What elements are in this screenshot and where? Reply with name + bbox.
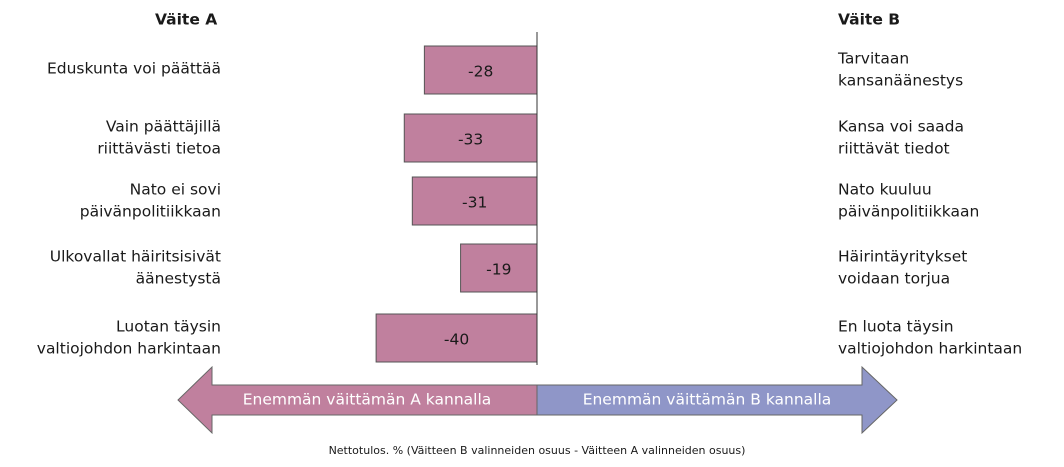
value-label: -19 <box>486 261 511 279</box>
right-header: Väite B <box>838 11 900 29</box>
right-label: valtiojohdon harkintaan <box>838 340 1022 358</box>
right-label: Nato kuuluu <box>838 181 932 199</box>
right-label: Häirintäyritykset <box>838 248 967 266</box>
bar <box>403 113 538 163</box>
left-label: Ulkovallat häiritsisivät <box>50 248 221 266</box>
value-label: -33 <box>458 131 483 149</box>
bar <box>375 313 538 363</box>
bar <box>423 45 538 95</box>
arrow-label: Enemmän väittämän B kannalla <box>583 391 832 409</box>
right-label: En luota täysin <box>838 318 954 336</box>
right-label: Kansa voi saada <box>838 118 964 136</box>
arrow-right <box>536 365 898 435</box>
right-label: kansanäänestys <box>838 72 963 90</box>
right-label: riittävät tiedot <box>838 140 950 158</box>
value-label: -31 <box>462 194 487 212</box>
right-label: voidaan torjua <box>838 270 950 288</box>
value-label: -28 <box>468 63 493 81</box>
left-label: valtiojohdon harkintaan <box>37 340 221 358</box>
left-label: Nato ei sovi <box>130 181 221 199</box>
left-label: Vain päättäjillä <box>106 118 221 136</box>
left-label: päivänpolitiikkaan <box>80 203 221 221</box>
bar <box>460 243 538 293</box>
left-label: Luotan täysin <box>116 318 221 336</box>
footnote: Nettotulos. % (Väitteen B valinneiden os… <box>329 444 746 457</box>
arrow-left <box>177 365 538 435</box>
value-label: -40 <box>444 331 469 349</box>
right-label: päivänpolitiikkaan <box>838 203 979 221</box>
bar <box>411 176 538 226</box>
left-label: Eduskunta voi päättää <box>47 60 221 78</box>
right-label: Tarvitaan <box>837 50 909 68</box>
left-label: äänestystä <box>136 270 221 288</box>
left-label: riittävästi tietoa <box>97 140 221 158</box>
left-header: Väite A <box>155 11 217 29</box>
arrow-label: Enemmän väittämän A kannalla <box>243 391 492 409</box>
